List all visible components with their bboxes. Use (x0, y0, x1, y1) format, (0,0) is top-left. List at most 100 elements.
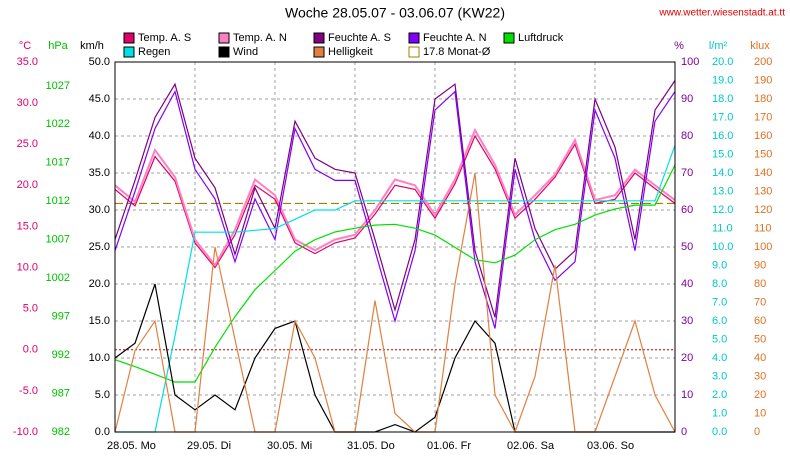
axis-unit: °C (19, 40, 31, 52)
y-tick-label: 1027 (46, 80, 70, 92)
y-tick-label: 30.0 (89, 204, 110, 216)
y-tick-label: 60 (681, 204, 693, 216)
axis-unit: % (674, 40, 684, 52)
x-tick-label: 01.06. Fr (427, 440, 471, 452)
x-tick-label: 30.05. Mi (267, 440, 312, 452)
y-tick-label: 18.0 (712, 93, 733, 105)
x-tick-label: 29.05. Di (187, 440, 231, 452)
y-tick-label: 1002 (46, 272, 70, 284)
y-tick-label: 982 (52, 426, 70, 438)
y-tick-label: 15.0 (712, 148, 733, 160)
y-tick-label: 20 (754, 389, 766, 401)
y-tick-label: 5.0 (95, 389, 110, 401)
x-tick-label: 02.06. Sa (507, 440, 555, 452)
y-tick-label: 100 (754, 241, 772, 253)
y-tick-label: 1022 (46, 118, 70, 130)
y-tick-label: 20.0 (712, 56, 733, 68)
legend-label: Feuchte A. S (328, 32, 391, 44)
y-tick-label: 0.0 (95, 426, 110, 438)
y-tick-label: 60 (754, 315, 766, 327)
axis-unit: klux (750, 40, 770, 52)
y-tick-label: 30 (681, 315, 693, 327)
y-tick-label: 160 (754, 130, 772, 142)
y-tick-label: 987 (52, 387, 70, 399)
legend-label: Wind (233, 46, 258, 58)
legend-swatch (408, 32, 420, 44)
y-tick-label: 4.0 (712, 352, 727, 364)
y-tick-label: 5.0 (23, 303, 38, 315)
series-line (114, 127, 676, 267)
legend-swatch (313, 32, 325, 44)
y-tick-label: 0.0 (712, 426, 727, 438)
y-tick-label: 50 (681, 241, 693, 253)
y-tick-label: 19.0 (712, 74, 733, 86)
y-tick-label: 20 (681, 352, 693, 364)
legend-label: 17.8 Monat-Ø (423, 46, 491, 58)
y-tick-label: 16.0 (712, 130, 733, 142)
legend-swatch (313, 46, 325, 58)
y-tick-label: 1017 (46, 157, 70, 169)
y-tick-label: 90 (681, 93, 693, 105)
legend-label: Luftdruck (518, 32, 564, 44)
y-tick-label: 0 (754, 426, 760, 438)
plot-frame (114, 61, 676, 433)
y-tick-label: 9.0 (712, 259, 727, 271)
legend-swatch (503, 32, 515, 44)
y-tick-label: 40 (681, 278, 693, 290)
y-tick-label: 90 (754, 259, 766, 271)
y-tick-label: 110 (754, 222, 772, 234)
series-line (114, 80, 676, 318)
legend-label: Feuchte A. N (423, 32, 487, 44)
y-tick-label: 120 (754, 204, 772, 216)
x-tick-label: 28.05. Mo (107, 440, 156, 452)
y-tick-label: 8.0 (712, 278, 727, 290)
y-tick-label: 2.0 (712, 389, 727, 401)
y-tick-label: 10.0 (712, 241, 733, 253)
y-tick-label: 11.0 (712, 222, 733, 234)
y-tick-label: 1007 (46, 234, 70, 246)
y-tick-label: 45.0 (89, 93, 110, 105)
y-tick-label: 12.0 (712, 204, 733, 216)
legend-swatch (408, 46, 420, 58)
y-tick-label: 170 (754, 111, 772, 123)
y-tick-label: 180 (754, 93, 772, 105)
y-tick-label: 14.0 (712, 167, 733, 179)
y-tick-label: 20.0 (17, 179, 38, 191)
legend-label: Helligkeit (328, 46, 373, 58)
y-tick-label: 992 (52, 349, 70, 361)
y-tick-label: 200 (754, 56, 772, 68)
y-tick-label: 10.0 (89, 352, 110, 364)
source-link[interactable]: www.wetter.wiesenstadt.at.tt (658, 8, 785, 19)
y-tick-label: 35.0 (17, 56, 38, 68)
y-tick-label: 25.0 (17, 138, 38, 150)
y-tick-label: 190 (754, 74, 772, 86)
y-tick-label: 50.0 (89, 56, 110, 68)
y-tick-label: 50 (754, 333, 766, 345)
y-tick-label: 10 (754, 407, 766, 419)
legend-swatch (123, 32, 135, 44)
y-tick-label: 15.0 (89, 315, 110, 327)
y-tick-label: 80 (681, 130, 693, 142)
y-tick-label: 30.0 (17, 97, 38, 109)
legend-label: Regen (138, 46, 170, 58)
series-line (114, 164, 676, 383)
y-tick-label: 997 (52, 311, 70, 323)
y-tick-label: 100 (681, 56, 699, 68)
y-tick-label: 10.0 (17, 261, 38, 273)
y-tick-label: 150 (754, 148, 772, 160)
y-tick-label: 15.0 (17, 220, 38, 232)
legend-swatch (123, 46, 135, 58)
y-tick-label: 30 (754, 370, 766, 382)
y-tick-label: 0 (681, 426, 687, 438)
y-tick-label: 70 (754, 296, 766, 308)
y-tick-label: -5.0 (19, 385, 38, 397)
series-line (114, 89, 676, 329)
y-tick-label: 140 (754, 167, 772, 179)
x-tick-label: 03.06. So (587, 440, 634, 452)
y-tick-label: 25.0 (89, 241, 110, 253)
axis-unit: l/m² (709, 40, 728, 52)
legend-swatch (218, 32, 230, 44)
y-tick-label: 3.0 (712, 370, 727, 382)
y-tick-label: 1012 (46, 195, 70, 207)
